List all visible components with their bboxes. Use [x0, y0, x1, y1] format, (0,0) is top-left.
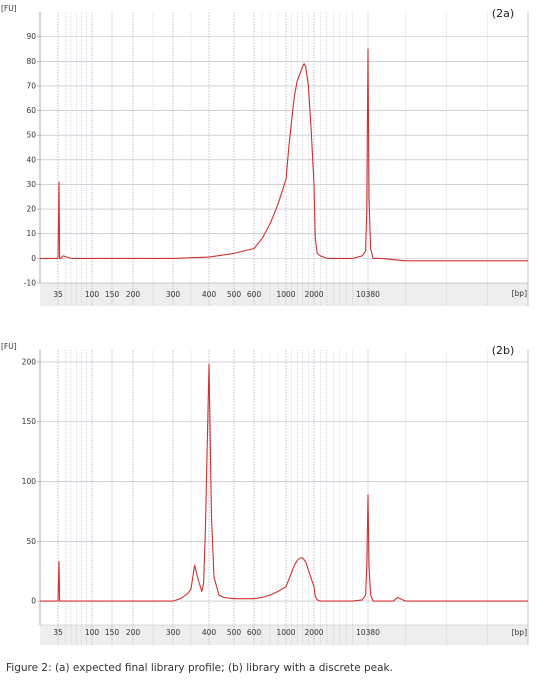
- y-tick-label: 200: [22, 357, 37, 366]
- figure-caption: Figure 2: (a) expected final library pro…: [6, 662, 393, 674]
- y-axis-label: [FU]: [1, 4, 17, 13]
- x-tick-label: 600: [247, 290, 262, 299]
- y-axis-label: [FU]: [1, 342, 17, 351]
- y-tick-label: 20: [26, 205, 36, 214]
- panel-label: (2a): [492, 7, 514, 20]
- y-tick-label: 50: [26, 131, 36, 140]
- x-tick-label: 300: [166, 290, 181, 299]
- x-tick-label: 2000: [304, 628, 323, 637]
- x-tick-label: 400: [202, 628, 217, 637]
- y-tick-label: 100: [22, 477, 37, 486]
- y-tick-label: 10: [26, 229, 36, 238]
- x-tick-label: 200: [126, 628, 141, 637]
- y-tick-label: 70: [26, 81, 36, 90]
- x-tick-label: 2000: [304, 290, 323, 299]
- plot-area: [40, 12, 528, 283]
- y-tick-label: 30: [26, 180, 36, 189]
- x-axis-label: [bp]: [512, 628, 527, 637]
- x-tick-label: 150: [105, 628, 120, 637]
- x-tick-label: 400: [202, 290, 217, 299]
- y-tick-label: 60: [26, 106, 36, 115]
- x-tick-label: 35: [53, 628, 63, 637]
- x-axis-band: [40, 625, 528, 645]
- plot-area: [40, 350, 528, 625]
- x-tick-label: 150: [105, 290, 120, 299]
- x-tick-label: 35: [53, 290, 63, 299]
- x-axis-band: [40, 283, 528, 306]
- grid-lines: [40, 12, 528, 306]
- y-tick-label: 150: [22, 417, 37, 426]
- y-tick-label: 0: [31, 254, 36, 263]
- y-tick-label: 0: [31, 597, 36, 606]
- y-tick-label: 40: [26, 155, 36, 164]
- y-tick-label: 80: [26, 57, 36, 66]
- y-tick-label: -10: [24, 279, 36, 288]
- x-tick-label: 10380: [356, 290, 380, 299]
- data-trace: [40, 363, 528, 602]
- x-tick-label: 10380: [356, 628, 380, 637]
- x-tick-label: 100: [85, 628, 100, 637]
- x-tick-label: 200: [126, 290, 141, 299]
- x-tick-label: 300: [166, 628, 181, 637]
- x-tick-label: 600: [247, 628, 262, 637]
- x-tick-label: 100: [85, 290, 100, 299]
- x-tick-label: 1000: [276, 628, 295, 637]
- figure-svg: -10 0 10 20 30 40 50 60 70 80 90 [FU] 35 100 150 200 300…: [1, 4, 529, 645]
- x-axis-label: [bp]: [512, 289, 527, 298]
- y-tick-label: 90: [26, 32, 36, 41]
- chart-panel-b: 0 50 100 150 200 [FU] 35 100 150 200 300 400 500 600 1…: [1, 342, 529, 645]
- chart-panel-a: -10 0 10 20 30 40 50 60 70 80 90 [FU] 35 100 150 200 300…: [1, 4, 529, 306]
- x-tick-label: 1000: [276, 290, 295, 299]
- x-tick-label: 500: [227, 628, 242, 637]
- x-tick-label: 500: [227, 290, 242, 299]
- panel-label: (2b): [492, 344, 515, 357]
- data-trace: [40, 48, 528, 262]
- y-tick-label: 50: [26, 537, 36, 546]
